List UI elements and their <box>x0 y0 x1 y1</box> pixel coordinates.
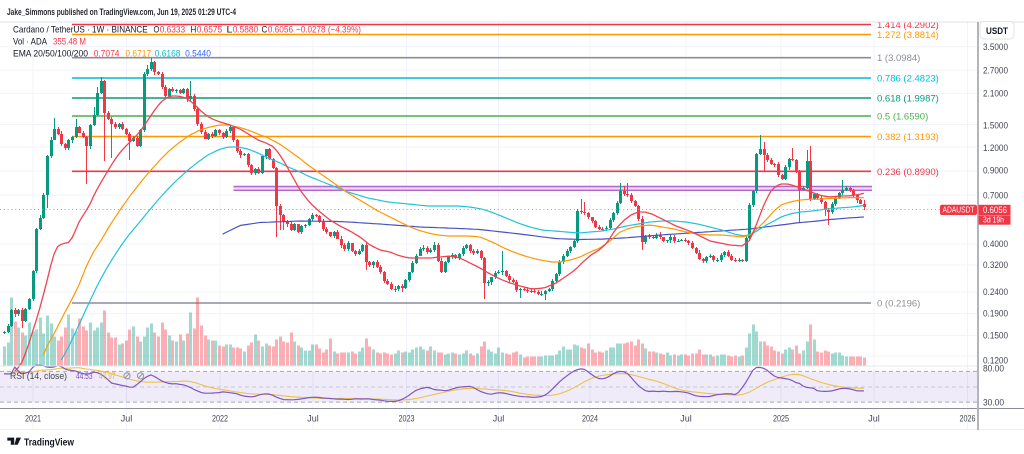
svg-text:0.618 (1.9987): 0.618 (1.9987) <box>877 94 939 105</box>
svg-text:80.00: 80.00 <box>983 364 1004 374</box>
svg-text:0.1900: 0.1900 <box>983 309 1008 319</box>
svg-text:1.272 (3.8814): 1.272 (3.8814) <box>877 30 939 41</box>
svg-text:0.236 (0.8990): 0.236 (0.8990) <box>877 167 939 178</box>
svg-text:TradingView: TradingView <box>24 437 74 448</box>
svg-text:0.786 (2.4823): 0.786 (2.4823) <box>877 74 939 85</box>
svg-text:0.4000: 0.4000 <box>983 239 1008 249</box>
svg-text:0.3200: 0.3200 <box>983 260 1008 270</box>
svg-text:EMA 20/50/100/200: EMA 20/50/100/200 <box>13 49 88 59</box>
svg-text:1 (3.0984): 1 (3.0984) <box>877 53 920 64</box>
svg-text:Vol · ADA: Vol · ADA <box>13 36 48 46</box>
svg-text:1.5000: 1.5000 <box>983 121 1008 131</box>
svg-text:0.5 (1.6590): 0.5 (1.6590) <box>877 112 928 123</box>
svg-text:2024: 2024 <box>582 414 598 424</box>
svg-text:H: H <box>191 24 197 34</box>
svg-text:0.5440: 0.5440 <box>185 49 211 59</box>
svg-text:355.48 M: 355.48 M <box>53 36 86 46</box>
svg-text:0.2400: 0.2400 <box>983 287 1008 297</box>
svg-text:0.6168: 0.6168 <box>155 49 181 59</box>
svg-text:USDT: USDT <box>986 26 1008 37</box>
svg-text:0.6717: 0.6717 <box>125 49 151 59</box>
svg-text:44.53: 44.53 <box>76 371 93 381</box>
svg-text:0.6333: 0.6333 <box>160 24 186 34</box>
svg-text:47.97: 47.97 <box>99 371 116 381</box>
svg-text:ADAUSDT: ADAUSDT <box>943 205 975 215</box>
svg-text:2022: 2022 <box>212 414 228 424</box>
svg-text:2021: 2021 <box>25 414 41 424</box>
svg-text:1.414 (4.2902): 1.414 (4.2902) <box>877 20 939 31</box>
svg-text:2.1000: 2.1000 <box>983 89 1008 99</box>
svg-text:0.9000: 0.9000 <box>983 166 1008 176</box>
svg-text:0.7000: 0.7000 <box>983 191 1008 201</box>
svg-text:2025: 2025 <box>773 414 789 424</box>
svg-text:0.1500: 0.1500 <box>983 331 1008 341</box>
svg-text:2026: 2026 <box>960 414 976 424</box>
svg-text:0.6056: 0.6056 <box>983 205 1007 215</box>
svg-text:0.6056: 0.6056 <box>268 24 294 34</box>
svg-text:−0.0278 (−4.39%): −0.0278 (−4.39%) <box>296 24 361 34</box>
svg-text:Jul: Jul <box>121 414 133 424</box>
svg-text:3.5000: 3.5000 <box>983 42 1008 52</box>
svg-text:0.382 (1.3193): 0.382 (1.3193) <box>877 132 939 143</box>
svg-text:30.00: 30.00 <box>983 398 1004 408</box>
svg-text:0.6575: 0.6575 <box>197 24 223 34</box>
svg-text:2.7000: 2.7000 <box>983 66 1008 76</box>
svg-text:RSI (14, close): RSI (14, close) <box>10 371 67 381</box>
svg-text:1.2000: 1.2000 <box>983 143 1008 153</box>
svg-text:2023: 2023 <box>399 414 415 424</box>
svg-text:0 (0.2196): 0 (0.2196) <box>877 299 920 310</box>
svg-text:Jake_Simmons published on Trad: Jake_Simmons published on TradingView.co… <box>7 6 237 17</box>
svg-text:L: L <box>227 24 233 34</box>
svg-text:Jul: Jul <box>493 414 505 424</box>
svg-text:3d 19h: 3d 19h <box>983 215 1004 225</box>
svg-text:0.1200: 0.1200 <box>983 356 1008 366</box>
svg-text:O: O <box>154 24 160 34</box>
svg-text:0.7074: 0.7074 <box>94 49 120 59</box>
svg-text:C: C <box>262 24 268 34</box>
svg-text:Cardano / TetherUS · 1W · BINA: Cardano / TetherUS · 1W · BINANCE <box>13 24 148 34</box>
svg-text:Jul: Jul <box>307 414 319 424</box>
svg-text:0.5880: 0.5880 <box>233 24 259 34</box>
svg-text:Jul: Jul <box>680 414 692 424</box>
svg-text:Jul: Jul <box>868 414 880 424</box>
